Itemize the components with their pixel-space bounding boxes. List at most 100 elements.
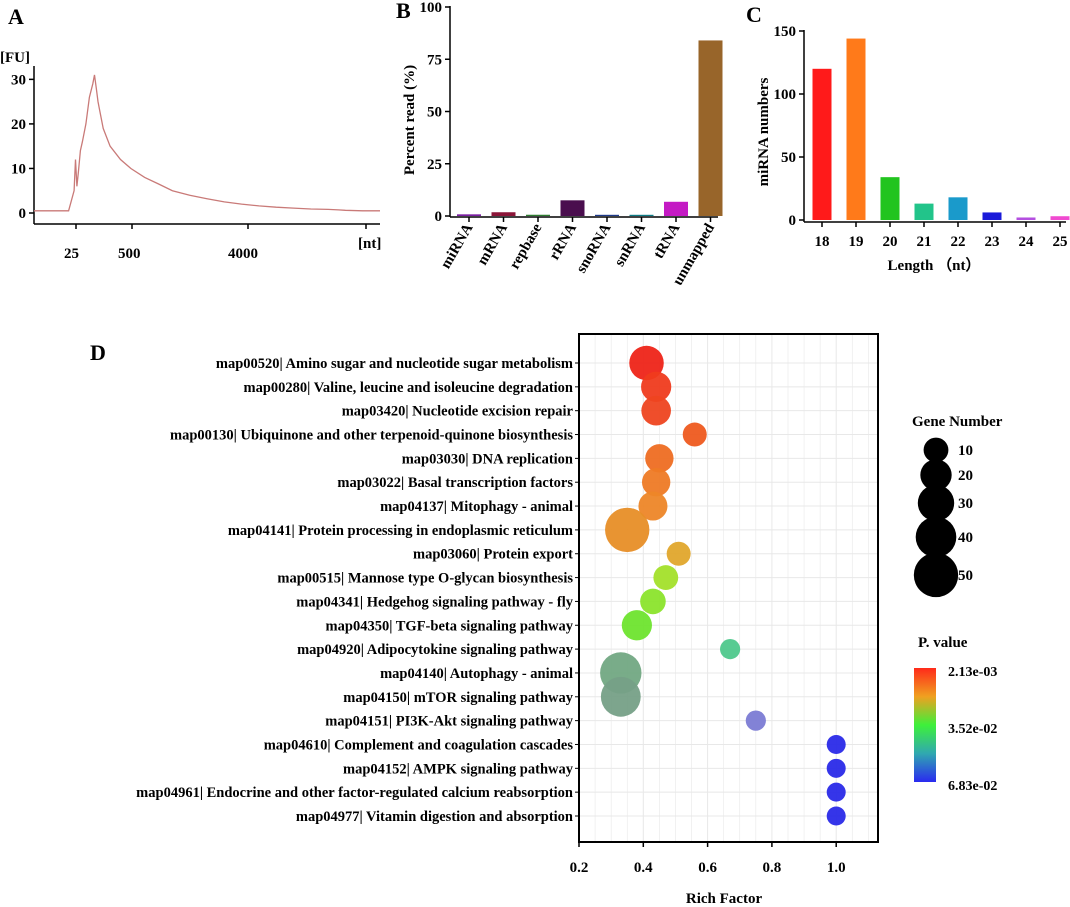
pathway-label: map00280| Valine, leucine and isoleucine… xyxy=(244,380,573,396)
panel-b-bar xyxy=(457,214,481,216)
pathway-label: map04977| Vitamin digestion and absorpti… xyxy=(296,809,573,825)
panel-c-ytick-label: 150 xyxy=(774,24,797,40)
panel-b-category-label: miRNA xyxy=(438,221,477,272)
panel-a-xtick-label: 500 xyxy=(118,246,141,262)
pathway-bubble xyxy=(645,444,674,473)
panel-a-ylabel: [FU] xyxy=(0,50,30,66)
panel-c-bar xyxy=(812,68,832,220)
pathway-bubble xyxy=(666,541,691,566)
panel-a-ytick-label: 20 xyxy=(11,117,26,133)
panel-c-ytick-label: 0 xyxy=(789,213,797,229)
panel-label-b: B xyxy=(396,0,411,23)
pathway-label: map03022| Basal transcription factors xyxy=(337,475,573,491)
pathway-label: map04137| Mitophagy - animal xyxy=(380,499,573,515)
pathway-label: map04350| TGF-beta signaling pathway xyxy=(326,618,574,634)
pathway-bubble xyxy=(682,422,707,447)
pathway-bubble xyxy=(826,758,846,778)
gene-number-legend: Gene Number 10 20 30 40 50 xyxy=(912,414,1003,598)
panel-d-xtick-label: 1.0 xyxy=(827,860,846,876)
pathway-bubble xyxy=(720,639,741,660)
panel-b-bar xyxy=(560,200,585,216)
pathway-bubble xyxy=(826,734,846,754)
panel-a-ytick-label: 30 xyxy=(11,72,26,88)
panel-a-ytick-label: 10 xyxy=(11,161,26,177)
panel-a-xtick-label: 4000 xyxy=(228,246,258,262)
pathway-label: map04961| Endocrine and other factor-reg… xyxy=(136,785,573,801)
gene-number-legend-title: Gene Number xyxy=(912,414,1003,430)
panel-b-bar xyxy=(629,214,654,216)
panel-label-d: D xyxy=(90,340,106,365)
gene-number-legend-dot xyxy=(915,516,957,558)
pvalue-label-low: 6.83e-02 xyxy=(948,779,997,794)
panel-a-ytick-label: 0 xyxy=(19,206,27,222)
panel-b-bar xyxy=(664,201,688,216)
pathway-label: map04610| Complement and coagulation cas… xyxy=(264,737,574,753)
pathway-label: map04141| Protein processing in endoplas… xyxy=(228,523,573,539)
panel-b-bar xyxy=(698,40,723,216)
pathway-bubble xyxy=(638,491,668,521)
pvalue-label-mid: 3.52e-02 xyxy=(948,722,997,737)
pathway-label: map04140| Autophagy - animal xyxy=(380,666,573,682)
pathway-bubble xyxy=(629,345,664,381)
gene-number-legend-label: 40 xyxy=(958,530,973,546)
panel-label-a: A xyxy=(8,4,24,29)
panel-a-xlabel: [nt] xyxy=(358,236,381,252)
panel-b-ytick-label: 25 xyxy=(427,157,442,173)
pathway-label: map04341| Hedgehog signaling pathway - f… xyxy=(296,594,573,610)
panel-c-category-label: 21 xyxy=(917,234,932,250)
panel-b-bar-chart: Percent read (%) 0 25 50 75 100 miRNAmRNArep… xyxy=(402,0,723,288)
pvalue-label-high: 2.13e-03 xyxy=(948,665,997,680)
panel-b-bar xyxy=(595,214,619,216)
gene-number-legend-dot xyxy=(913,552,959,598)
panel-c-ylabel: miRNA numbers xyxy=(756,77,772,186)
panel-b-bar xyxy=(491,212,516,216)
panel-a-trace xyxy=(34,74,380,212)
panel-c-bar xyxy=(1016,217,1036,220)
pathway-label: map04150| mTOR signaling pathway xyxy=(343,690,573,706)
panel-c-ytick-label: 100 xyxy=(774,87,797,103)
panel-c-category-label: 18 xyxy=(815,234,830,250)
panel-b-ytick-label: 50 xyxy=(427,105,442,121)
panel-b-category-label: rRNA xyxy=(547,221,581,263)
panel-b-category-label: tRNA xyxy=(651,221,684,262)
panel-d-plot-area xyxy=(579,334,878,842)
gene-number-legend-dot xyxy=(917,484,955,522)
pathway-bubble xyxy=(641,468,671,497)
panel-c-bar-chart: miRNA numbers 0 50 100 150 18 19 20 21 22 23 24 25… xyxy=(756,24,1070,274)
panel-c-category-label: 20 xyxy=(883,234,898,250)
panel-c-xlabel: Length （nt） xyxy=(888,256,981,274)
panel-c-category-label: 22 xyxy=(951,234,966,250)
pathway-label: map00130| Ubiquinone and other terpenoid… xyxy=(170,428,573,444)
pathway-bubble xyxy=(653,565,679,590)
panel-b-category-label: repbase xyxy=(507,221,546,272)
panel-b-category-label: snRNA xyxy=(612,221,649,270)
panel-b-ytick-label: 100 xyxy=(420,0,443,16)
panel-a-electropherogram: [FU] [nt] 0 10 20 30 25 500 4000 xyxy=(0,50,381,262)
panel-c-bar xyxy=(914,203,934,220)
pathway-bubble xyxy=(640,588,666,615)
gene-number-legend-dot xyxy=(920,459,952,491)
pathway-bubble xyxy=(600,676,641,717)
panel-c-bar xyxy=(880,177,900,220)
pvalue-legend: P. value 2.13e-03 3.52e-02 6.83e-02 xyxy=(914,635,997,794)
panel-c-bar xyxy=(1050,216,1070,220)
pathway-bubble xyxy=(605,507,650,553)
panel-a-xtick-label: 25 xyxy=(64,246,79,262)
panel-d-xtick-label: 0.2 xyxy=(570,860,589,876)
pathway-label: map04152| AMPK signaling pathway xyxy=(343,761,574,777)
panel-b-bar xyxy=(526,214,550,216)
panel-c-ytick-label: 50 xyxy=(781,150,796,166)
panel-c-category-label: 24 xyxy=(1019,234,1035,250)
panel-c-category-label: 23 xyxy=(985,234,1000,250)
panel-b-ytick-label: 75 xyxy=(427,52,442,68)
pathway-label: map03060| Protein export xyxy=(413,547,573,563)
pathway-bubble xyxy=(641,395,671,426)
pathway-bubble xyxy=(641,371,672,402)
gene-number-legend-dot xyxy=(923,437,949,463)
gene-number-legend-label: 20 xyxy=(958,468,973,484)
panel-d-xtick-label: 0.4 xyxy=(634,860,653,876)
pathway-bubble xyxy=(826,782,846,802)
panel-d-xlabel: Rich Factor xyxy=(686,891,763,907)
panel-d-bubble-chart: map00520| Amino sugar and nucleotide sug… xyxy=(136,333,1003,907)
